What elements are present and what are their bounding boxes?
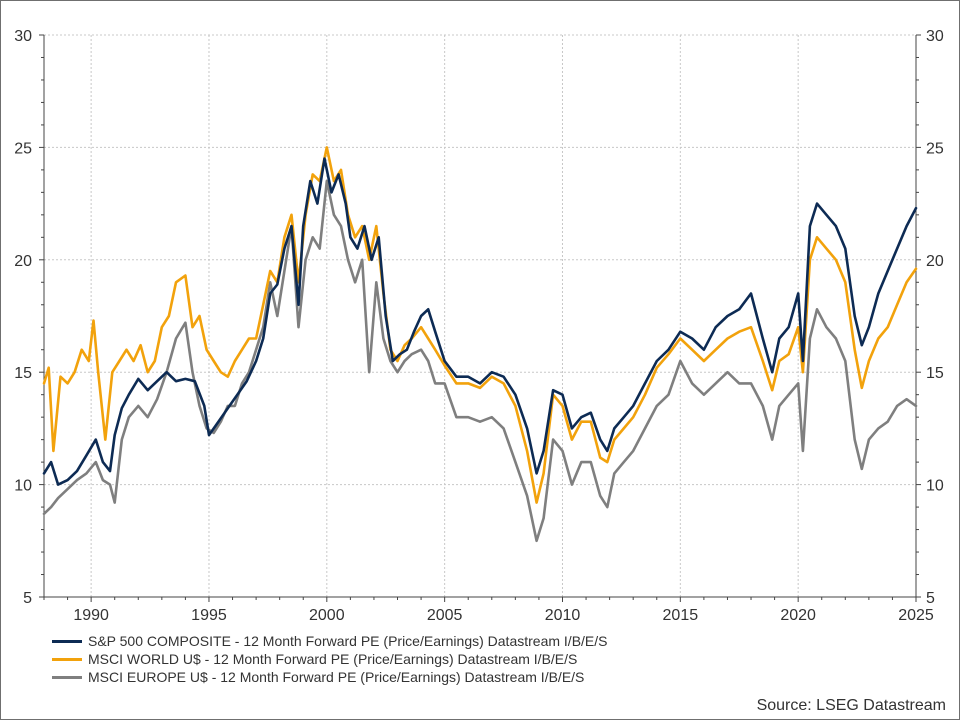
legend-item-msci-europe: MSCI EUROPE U$ - 12 Month Forward PE (Pr… <box>52 668 607 686</box>
plot-axes <box>43 35 917 598</box>
y-tick-label-right: 15 <box>926 365 944 382</box>
legend-item-msci-world: MSCI WORLD U$ - 12 Month Forward PE (Pri… <box>52 650 607 668</box>
x-tick-label: 1990 <box>73 607 109 624</box>
x-tick-label: 2025 <box>898 607 934 624</box>
x-tick-label: 2015 <box>663 607 699 624</box>
y-tick-label-right: 20 <box>926 253 944 270</box>
series-lines <box>42 146 918 543</box>
x-axis: 1990 1995 2000 2005 2010 2015 2020 2025 <box>43 597 934 624</box>
x-tick-label: 1995 <box>191 607 227 624</box>
y-tick-label-left: 30 <box>14 28 32 45</box>
chart-legend: S&P 500 COMPOSITE - 12 Month Forward PE … <box>52 632 607 686</box>
gridlines <box>44 34 917 598</box>
y-tick-label-left: 10 <box>14 478 32 495</box>
x-tick-label: 2010 <box>545 607 581 624</box>
y-tick-label-left: 5 <box>23 590 32 607</box>
x-tick-label: 2000 <box>309 607 345 624</box>
y-axis-right: 5 10 15 20 25 30 <box>916 28 944 607</box>
legend-swatch-msci-world <box>52 657 82 661</box>
series-msci-world-line <box>42 146 918 504</box>
y-tick-label-left: 15 <box>14 365 32 382</box>
y-tick-label-right: 10 <box>926 478 944 495</box>
y-tick-label-left: 20 <box>14 253 32 270</box>
legend-swatch-sp500 <box>52 639 82 643</box>
y-tick-label-right: 5 <box>926 590 935 607</box>
y-axis-left: 5 10 15 20 25 30 <box>14 28 44 607</box>
y-tick-label-right: 30 <box>926 28 944 45</box>
legend-swatch-msci-europe <box>52 675 82 679</box>
series-sp500-line <box>42 157 918 486</box>
legend-label-msci-world: MSCI WORLD U$ - 12 Month Forward PE (Pri… <box>88 651 578 667</box>
x-tick-label: 2005 <box>427 607 463 624</box>
x-tick-label: 2020 <box>780 607 816 624</box>
y-tick-label-left: 25 <box>14 140 32 157</box>
source-note: Source: LSEG Datastream <box>756 697 946 714</box>
legend-item-sp500: S&P 500 COMPOSITE - 12 Month Forward PE … <box>52 632 607 650</box>
y-tick-label-right: 25 <box>926 140 944 157</box>
legend-label-msci-europe: MSCI EUROPE U$ - 12 Month Forward PE (Pr… <box>88 669 585 685</box>
series-msci-europe-line <box>42 179 918 543</box>
legend-label-sp500: S&P 500 COMPOSITE - 12 Month Forward PE … <box>88 633 608 649</box>
